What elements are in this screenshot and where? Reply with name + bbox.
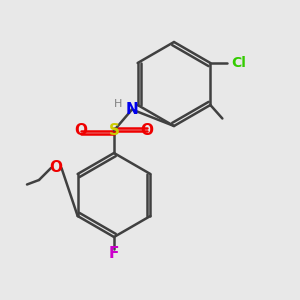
Text: N: N: [126, 102, 138, 117]
Text: O: O: [74, 123, 88, 138]
Text: O: O: [140, 123, 154, 138]
Text: S: S: [109, 123, 119, 138]
Text: Cl: Cl: [231, 56, 246, 70]
Text: H: H: [114, 99, 123, 109]
Text: O: O: [49, 160, 62, 175]
Text: F: F: [109, 246, 119, 261]
